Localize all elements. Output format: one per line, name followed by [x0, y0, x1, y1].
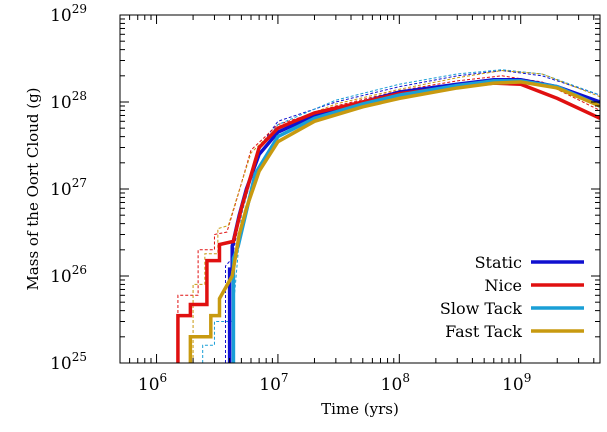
series-fast-tack-line: [188, 80, 600, 363]
y-tick-label: 1029: [50, 2, 87, 26]
ticks-layer: [119, 14, 600, 364]
x-tick-label: 109: [502, 371, 531, 395]
series-nice-dashed-line: [177, 75, 600, 363]
y-tick-label: 1028: [50, 89, 87, 113]
legend-label: Slow Tack: [440, 299, 522, 318]
series-layer: [176, 69, 600, 363]
y-axis-label: Mass of the Oort Cloud (g): [24, 87, 42, 290]
x-tick-label: 106: [138, 371, 167, 395]
legend-label: Nice: [484, 276, 522, 295]
y-tick-label: 1026: [50, 263, 87, 287]
x-axis-label: Time (yrs): [321, 400, 399, 418]
y-tick-label: 1025: [50, 350, 87, 374]
legend-label: Fast Tack: [445, 322, 522, 341]
series-static-dashed-line: [225, 70, 600, 363]
legend-label: Static: [475, 253, 522, 272]
y-tick-label: 1027: [50, 176, 87, 200]
series-slow-tack-dashed-line: [202, 69, 600, 363]
tick-labels: 106 107 108 109 1025 1026 1027 1028 1029: [50, 2, 531, 395]
x-tick-label: 108: [381, 371, 410, 395]
series-fast-tack-dashed-line: [192, 70, 600, 363]
x-tick-label: 107: [259, 371, 288, 395]
legend: Static Nice Slow Tack Fast Tack: [440, 253, 584, 341]
